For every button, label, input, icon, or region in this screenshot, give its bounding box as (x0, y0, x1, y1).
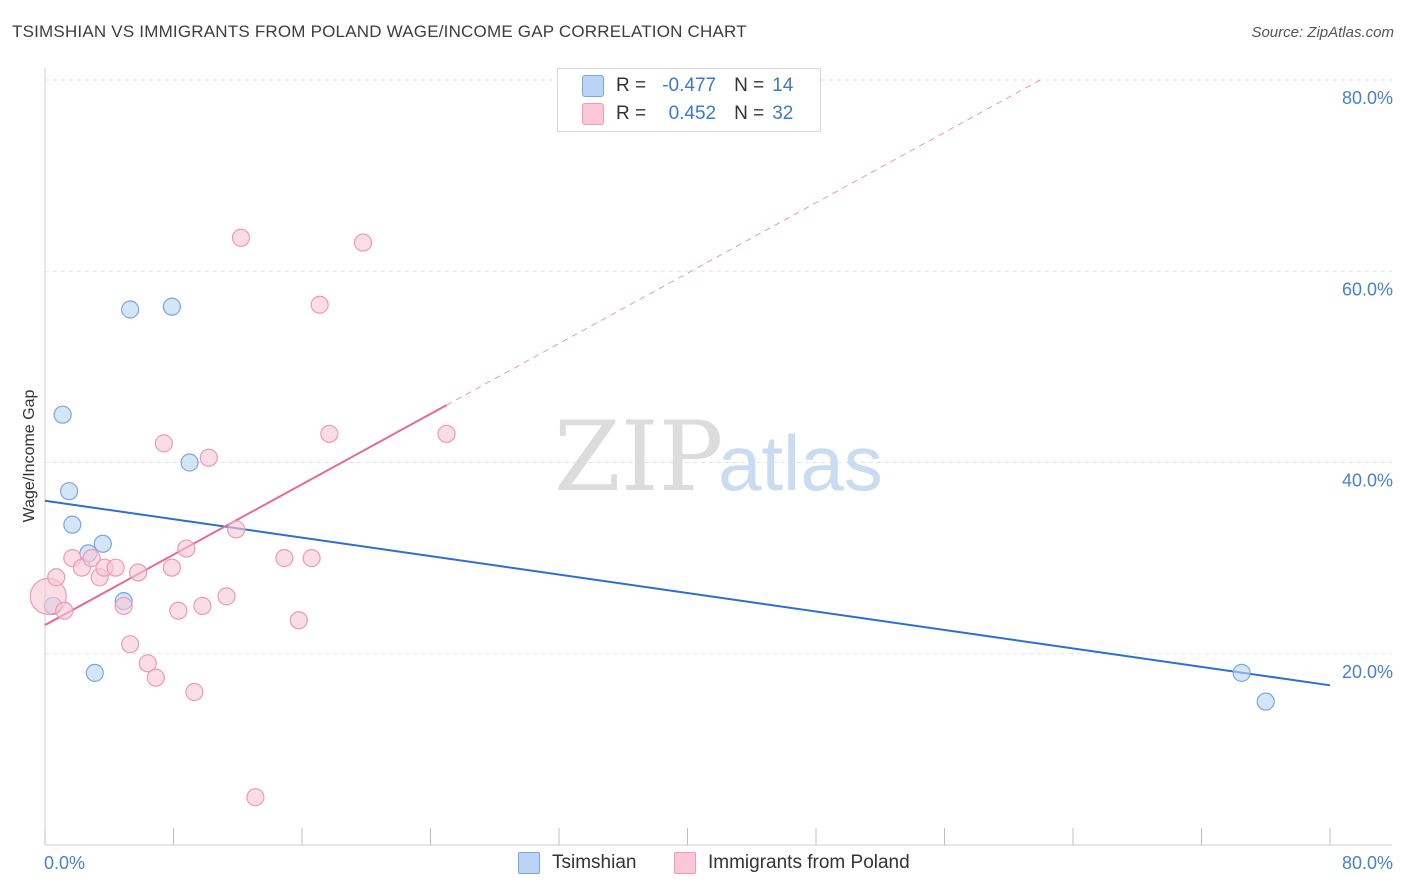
stats-row-poland: R = 0.452 N = 32 (582, 101, 793, 127)
r-label: R = (616, 103, 647, 124)
poland-point (129, 563, 148, 582)
axes (44, 68, 1392, 846)
tick-labels: 20.0% 40.0% 60.0% 80.0% 0.0% 80.0% (44, 88, 1393, 873)
poland-point (320, 424, 339, 443)
poland-point (289, 611, 308, 630)
watermark-zip: ZIP (554, 401, 723, 513)
poland-point (310, 295, 329, 314)
tsimshian-r-value: -0.477 (662, 75, 717, 96)
poland-point (185, 682, 204, 702)
tsimshian-legend-swatch (518, 852, 540, 874)
x-tick-label: 0.0% (44, 853, 85, 873)
tsimshian-n-value: 14 (772, 75, 794, 96)
y-tick-label: 80.0% (1342, 88, 1393, 108)
poland-point (217, 587, 236, 606)
tsimshian-point (53, 405, 72, 424)
x-tick-label: 80.0% (1342, 853, 1393, 873)
n-label: N = (734, 75, 765, 96)
y-tick-label: 40.0% (1342, 471, 1393, 491)
tsimshian-point (63, 515, 82, 534)
watermark-atlas: atlas (718, 419, 883, 507)
poland-point (114, 596, 133, 616)
tsimshian-point (93, 534, 112, 553)
poland-point (177, 539, 196, 558)
tsimshian-trend-line (44, 499, 1331, 687)
chart-title: TSIMSHIAN VS IMMIGRANTS FROM POLAND WAGE… (12, 22, 747, 41)
legend-item-poland: Immigrants from Poland (674, 852, 910, 874)
stats-row-tsimshian: R = -0.477 N = 14 (582, 73, 793, 99)
tsimshian-point (85, 663, 104, 682)
legend-item-tsimshian: Tsimshian (518, 852, 636, 874)
data-points (29, 228, 1275, 807)
grid-lines (45, 79, 1392, 655)
poland-trend-extrapolation (446, 79, 1042, 406)
poland-point (193, 596, 212, 616)
poland-swatch (582, 103, 604, 125)
poland-point (146, 668, 165, 687)
poland-r-value: 0.452 (668, 103, 717, 124)
poland-point (47, 568, 66, 587)
poland-point (162, 558, 181, 577)
tsimshian-point (59, 482, 79, 501)
poland-point (199, 448, 218, 467)
poland-point (106, 558, 125, 577)
poland-point (227, 520, 246, 539)
tsimshian-point (1232, 663, 1251, 682)
poland-point (169, 601, 188, 620)
poland-point (55, 601, 74, 620)
tsimshian-point (180, 453, 199, 472)
poland-point (121, 635, 140, 654)
poland-legend-swatch (674, 852, 696, 874)
n-label: N = (734, 103, 765, 124)
trend-lines (44, 79, 1331, 687)
poland-point (154, 434, 173, 453)
poland-point (246, 788, 265, 807)
tsimshian-swatch (582, 75, 604, 97)
stats-legend: R = -0.477 N = 14 R = 0.452 N = 32 (557, 68, 821, 132)
poland-point (353, 233, 373, 252)
legend-label-tsimshian: Tsimshian (552, 852, 637, 873)
y-tick-label: 20.0% (1342, 662, 1393, 682)
poland-point (275, 549, 294, 568)
source-credit: Source: ZipAtlas.com (1251, 24, 1394, 41)
poland-point (82, 549, 101, 568)
y-tick-label: 60.0% (1342, 279, 1393, 299)
poland-trend-line (44, 404, 448, 626)
poland-point (437, 424, 456, 443)
y-axis-label: Wage/Income Gap (21, 390, 38, 523)
r-label: R = (616, 75, 647, 96)
tsimshian-point (121, 300, 140, 319)
poland-n-value: 32 (772, 103, 794, 124)
tsimshian-point (162, 297, 181, 316)
legend-label-poland: Immigrants from Poland (708, 852, 910, 873)
tsimshian-point (1256, 692, 1275, 711)
poland-point (302, 549, 321, 568)
poland-point (231, 228, 251, 247)
poland-point (138, 654, 157, 673)
watermark: ZIP atlas (554, 401, 883, 513)
